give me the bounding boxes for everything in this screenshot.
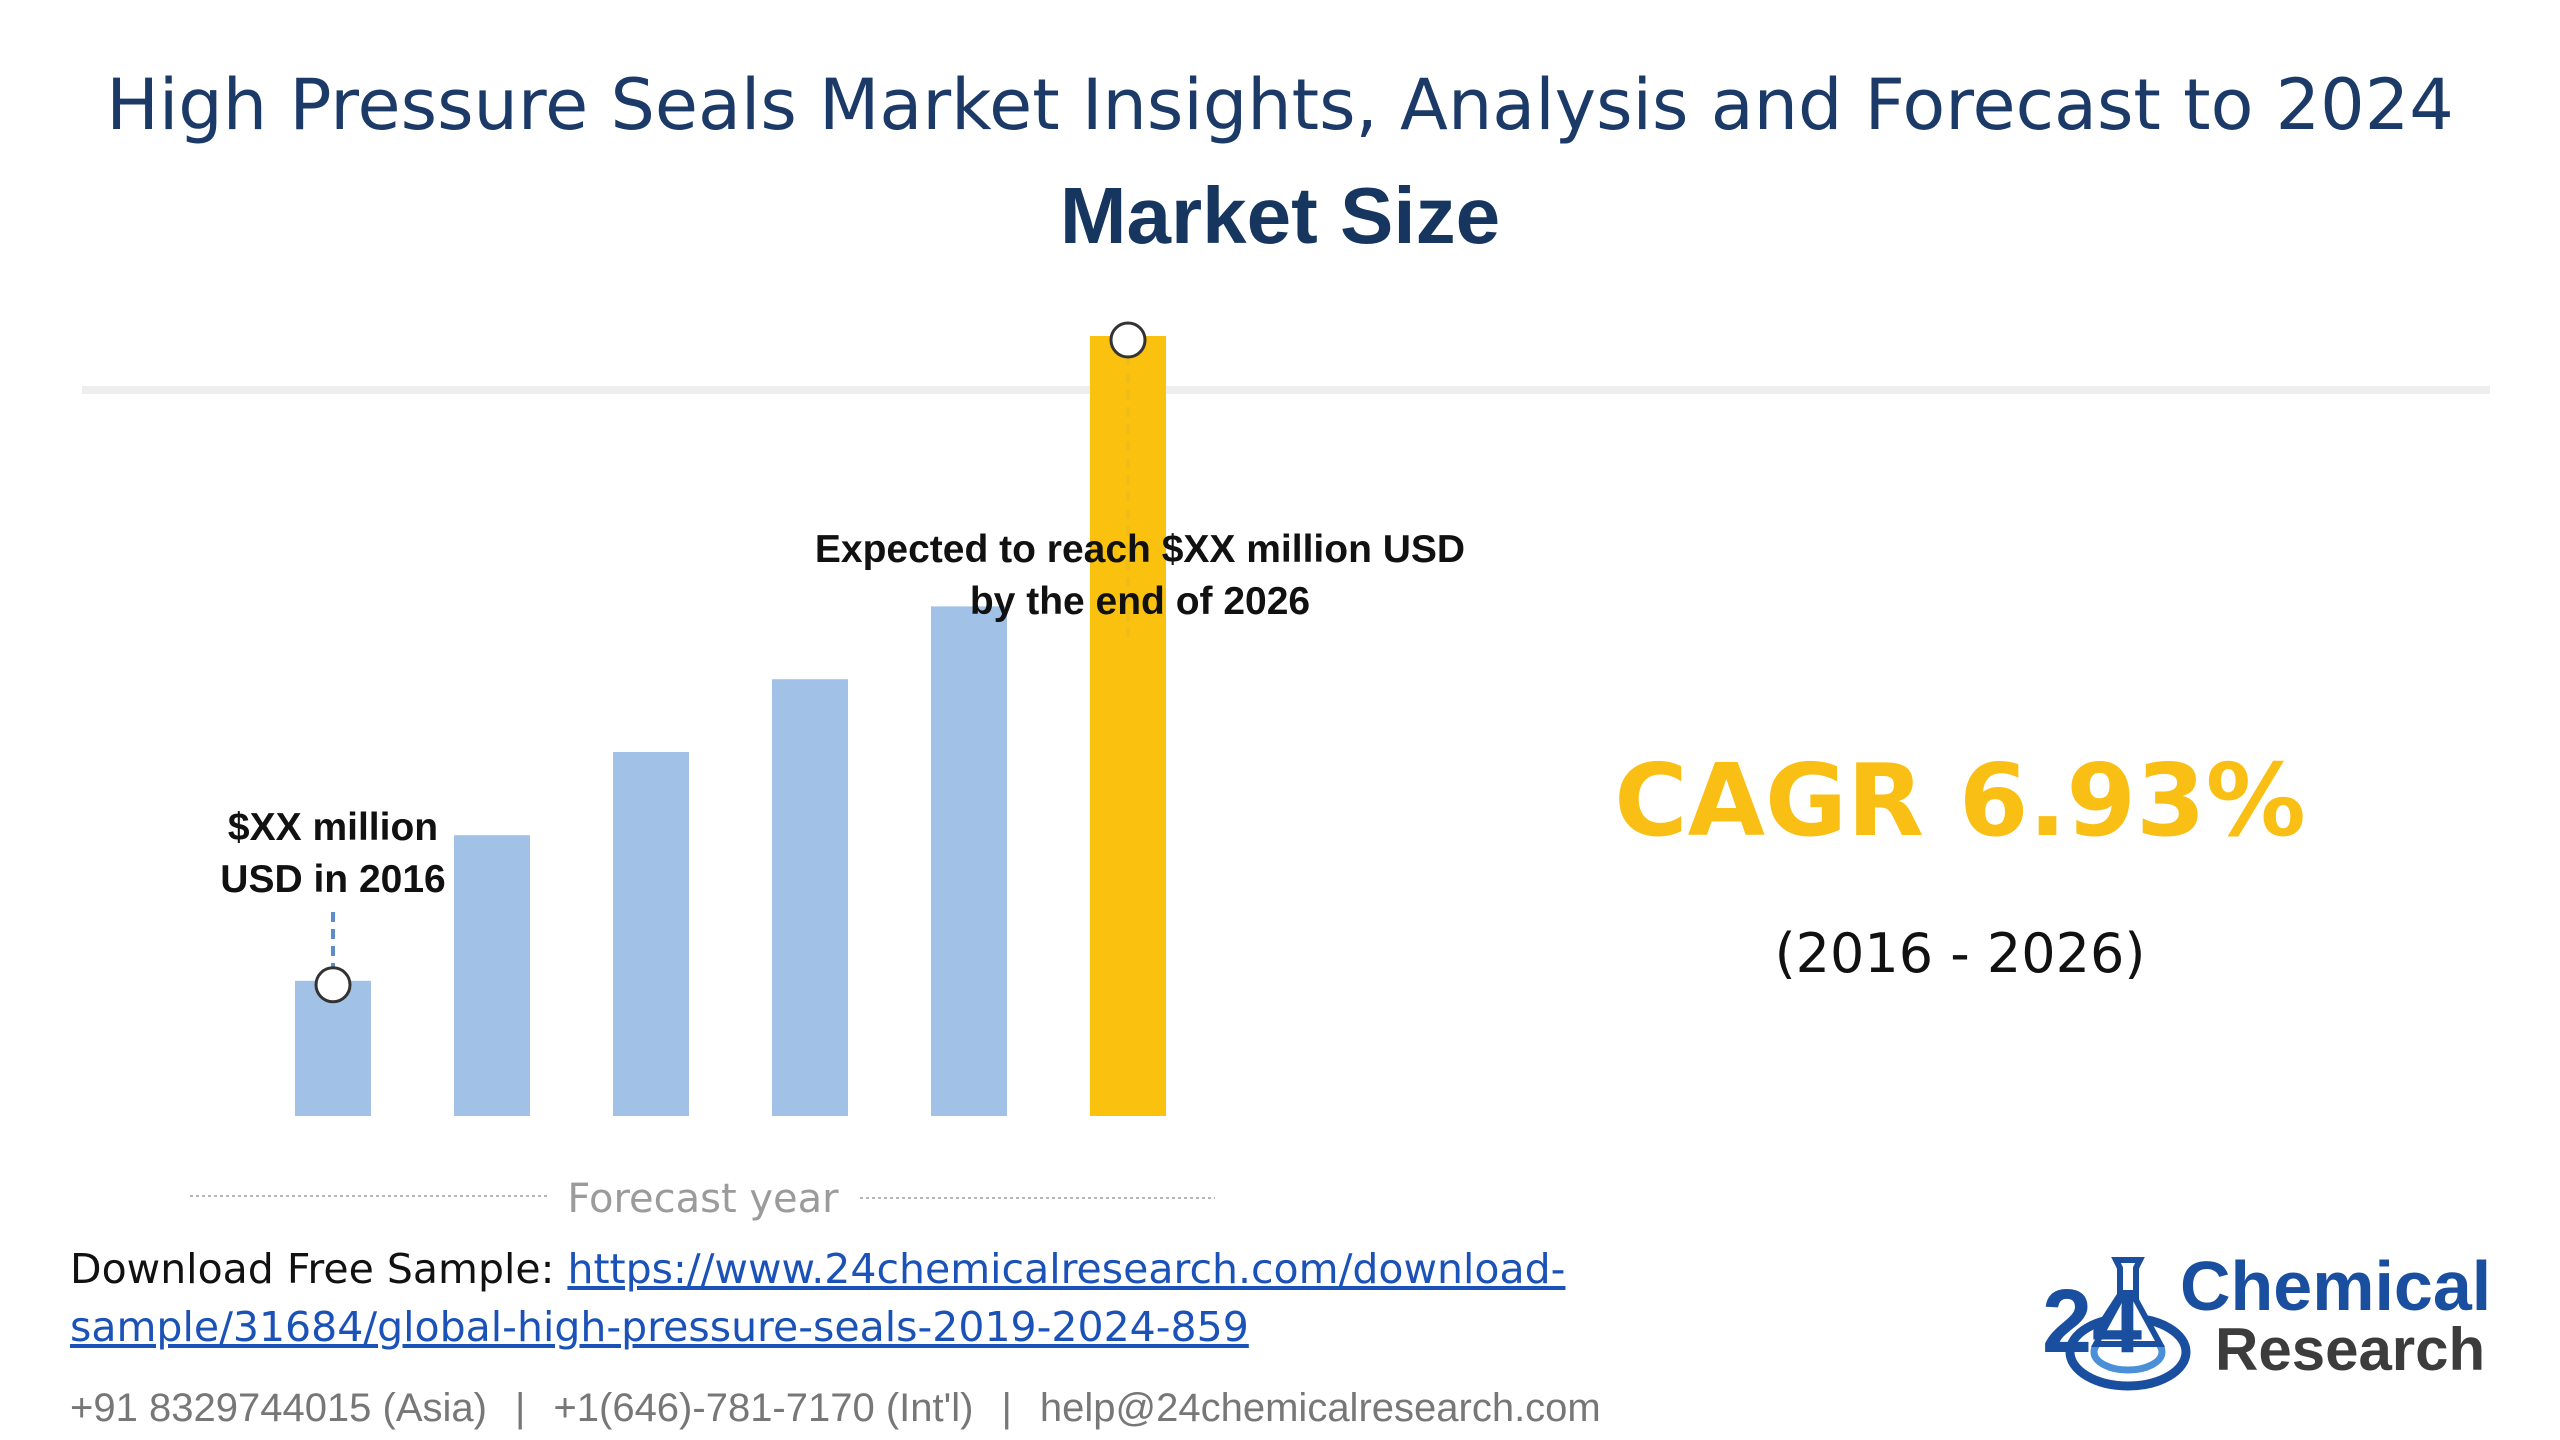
phone-asia: +91 8329744015 (Asia): [70, 1386, 487, 1430]
header-divider: [82, 386, 2490, 394]
page-subtitle: Market Size: [1059, 171, 1501, 260]
contact-separator: |: [515, 1386, 526, 1430]
x-axis-label: Forecast year: [567, 1176, 839, 1222]
end-marker: [1109, 321, 1147, 359]
download-sample: Download Free Sample: https://www.24chem…: [70, 1240, 1990, 1356]
end-label-line-2: by the end of 2026: [970, 580, 1310, 623]
cagr-value: CAGR 6.93%: [1614, 742, 2306, 859]
bar-2: [454, 835, 530, 1116]
cagr-range: (2016 - 2026): [1774, 922, 2146, 985]
page-title: High Pressure Seals Market Insights, Ana…: [106, 64, 2454, 146]
company-logo: 24 Chemical Research: [2042, 1247, 2491, 1391]
logo-number: 24: [2042, 1272, 2142, 1372]
bar-6: [1090, 336, 1166, 1116]
logo-line-1: Chemical: [2180, 1247, 2491, 1325]
bar-5: [931, 606, 1007, 1116]
contact-separator: |: [1001, 1386, 1012, 1430]
logo-line-2: Research: [2215, 1316, 2485, 1383]
download-link[interactable]: https://www.24chemicalresearch.com/downl…: [70, 1245, 1566, 1351]
markers-group: [314, 321, 1147, 1004]
bar-4: [772, 679, 848, 1116]
logo-flask-icon: [2090, 1257, 2166, 1347]
bars-group: [295, 336, 1166, 1116]
bar-3: [613, 752, 689, 1116]
start-label-line-2: USD in 2016: [220, 858, 445, 901]
phone-intl: +1(646)-781-7170 (Int'l): [553, 1386, 974, 1430]
end-label-line-1: Expected to reach $XX million USD: [815, 528, 1465, 571]
contact-email[interactable]: help@24chemicalresearch.com: [1039, 1386, 1601, 1430]
contact-bar: +91 8329744015 (Asia) | +1(646)-781-7170 (…: [70, 1386, 1601, 1431]
bar-1: [295, 980, 371, 1116]
start-label-line-1: $XX million: [228, 806, 438, 849]
download-label: Download Free Sample:: [70, 1245, 568, 1293]
start-marker: [314, 966, 352, 1004]
